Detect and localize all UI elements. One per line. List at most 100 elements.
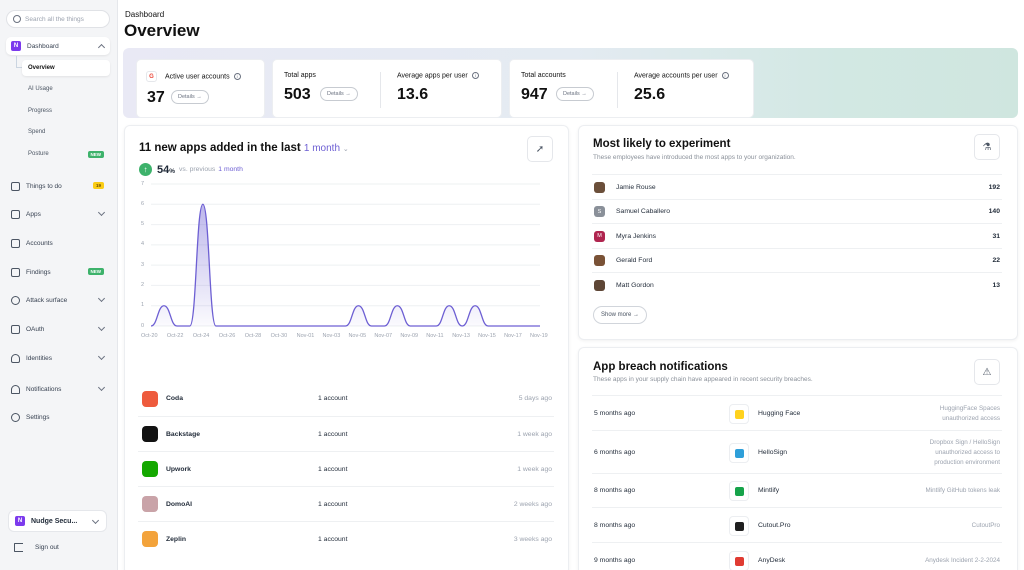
sidebar-item-label: OAuth <box>26 325 45 333</box>
sidebar-item-accounts[interactable]: Accounts <box>6 234 110 252</box>
x-tick-label: Nov-07 <box>374 333 393 339</box>
sidebar-item-label: Identities <box>26 354 53 362</box>
person-row[interactable]: Gerald Ford 22 <box>592 247 1002 273</box>
sidebar-sub-ai-usage[interactable]: AI Usage <box>22 81 110 97</box>
flask-icon-button[interactable]: ⚗ <box>974 134 1000 160</box>
x-tick-label: Nov-11 <box>426 333 444 339</box>
avatar <box>594 255 605 267</box>
app-added-when: 2 weeks ago <box>513 500 552 508</box>
x-tick-label: Nov-01 <box>296 333 315 339</box>
app-added-when: 1 week ago <box>517 430 552 438</box>
show-more-button[interactable]: Show more → <box>593 306 648 324</box>
stat-label: Total apps <box>284 72 316 79</box>
sidebar-item-things-to-do[interactable]: Things to do 19 <box>6 177 110 195</box>
app-added-when: 3 weeks ago <box>513 535 552 543</box>
checkbox-icon <box>11 181 20 191</box>
trend-icon-button[interactable]: ➚ <box>527 136 553 162</box>
panel-subtitle: These apps in your supply chain have app… <box>593 376 813 383</box>
details-button[interactable]: Details → <box>320 87 358 101</box>
x-tick-label: Nov-05 <box>348 333 367 339</box>
person-row[interactable]: Matt Gordon 13 <box>592 272 1002 297</box>
sidebar-item-oauth[interactable]: OAuth <box>6 320 110 338</box>
x-tick-label: Oct-20 <box>141 333 158 339</box>
flask-icon: ⚗ <box>982 141 992 153</box>
sidebar-item-identities[interactable]: Identities <box>6 349 110 367</box>
sign-out-icon <box>14 543 23 552</box>
sign-out-label: Sign out <box>35 544 59 551</box>
sidebar-sub-spend[interactable]: Spend <box>22 124 110 140</box>
person-name: Matt Gordon <box>616 281 654 289</box>
sign-out-button[interactable]: Sign out <box>14 543 59 552</box>
x-tick-label: Nov-15 <box>478 333 496 339</box>
sub-label: Progress <box>28 108 53 114</box>
breadcrumb[interactable]: Dashboard <box>125 10 165 19</box>
breach-row[interactable]: 6 months ago HelloSign Dropbox Sign / Hell… <box>592 430 1002 473</box>
info-icon: i <box>471 72 479 79</box>
app-accounts: 1 account <box>318 465 348 473</box>
app-row[interactable]: Backstage 1 account 1 week ago <box>138 416 554 451</box>
growth-unit: % <box>169 167 176 175</box>
person-icon <box>11 353 20 363</box>
period-dropdown[interactable]: 1 month ⌄ <box>303 143 349 154</box>
breach-description: HuggingFace Spaces unauthorized access <box>940 404 1000 424</box>
chevron-down-icon: ⌄ <box>342 146 349 153</box>
details-button[interactable]: Details → <box>556 87 594 101</box>
sidebar-item-apps[interactable]: Apps <box>6 205 110 223</box>
breach-desc-line: unauthorized access <box>942 414 1000 422</box>
sidebar-item-dashboard[interactable]: N Dashboard <box>6 37 110 55</box>
x-tick-label: Oct-30 <box>270 333 288 339</box>
org-switcher[interactable]: N Nudge Secu... <box>8 510 107 532</box>
arrow-up-icon: ↑ <box>139 163 152 176</box>
apps-icon <box>11 209 20 219</box>
sidebar-sub-posture[interactable]: Posture NEW <box>22 146 110 162</box>
person-row[interactable]: M Myra Jenkins 31 <box>592 223 1002 248</box>
breach-row[interactable]: 8 months ago Mintlify Mintlify GitHub toke… <box>592 473 1002 507</box>
breach-description: Anydesk Incident 2-2-2024 <box>925 556 1000 566</box>
y-tick-label: 7 <box>141 180 145 187</box>
breach-row[interactable]: 9 months ago AnyDesk Anydesk Incident 2-2-… <box>592 542 1002 570</box>
app-logo-icon <box>729 550 749 570</box>
divider <box>617 72 618 108</box>
sidebar-item-label: Apps <box>26 210 41 218</box>
x-tick-label: Oct-24 <box>192 333 210 339</box>
breach-row[interactable]: 8 months ago Cutout.Pro CutoutPro <box>592 507 1002 542</box>
sidebar: Search all the things N Dashboard Overvi… <box>0 0 118 570</box>
sidebar-item-settings[interactable]: Settings <box>6 408 110 426</box>
panel-title: 11 new apps added in the last 1 month ⌄ <box>139 142 349 154</box>
person-name: Myra Jenkins <box>616 232 657 240</box>
panel-subtitle: These employees have introduced the most… <box>593 154 796 161</box>
sidebar-item-findings[interactable]: Findings NEW <box>6 263 110 281</box>
person-row[interactable]: S Samuel Caballero 140 <box>592 198 1002 224</box>
breach-row[interactable]: 5 months ago Hugging Face HuggingFace Spac… <box>592 395 1002 430</box>
stat-card-apps: Total apps 503 Details → Average apps pe… <box>272 59 502 118</box>
app-logo-icon <box>729 515 749 536</box>
target-icon <box>11 295 20 305</box>
person-name: Samuel Caballero <box>616 208 671 216</box>
app-name: Zeplin <box>166 535 187 543</box>
person-row[interactable]: Jamie Rouse 192 <box>592 174 1002 199</box>
app-row[interactable]: Upwork 1 account 1 week ago <box>138 451 554 486</box>
sidebar-item-attack-surface[interactable]: Attack surface <box>6 291 110 309</box>
app-row[interactable]: DomoAI 1 account 2 weeks ago <box>138 486 554 521</box>
app-row[interactable]: Coda 1 account 5 days ago <box>138 381 554 416</box>
person-app-count: 31 <box>992 232 1000 240</box>
new-badge: NEW <box>87 151 104 158</box>
warning-icon-button[interactable]: ⚠ <box>974 359 1000 385</box>
sidebar-sub-progress[interactable]: Progress <box>22 103 110 119</box>
breach-description: CutoutPro <box>972 521 1000 531</box>
details-button[interactable]: Details → <box>171 90 209 104</box>
org-name: Nudge Secu... <box>31 517 78 525</box>
growth-value: 54 <box>157 163 170 176</box>
breach-when: 8 months ago <box>594 487 636 494</box>
sidebar-item-notifications[interactable]: Notifications <box>6 380 110 398</box>
warning-icon: ⚠ <box>982 366 992 378</box>
app-row[interactable]: Zeplin 1 account 3 weeks ago <box>138 521 554 556</box>
count-badge: 19 <box>92 182 104 189</box>
avatar <box>594 279 605 291</box>
new-badge: NEW <box>87 268 104 275</box>
person-app-count: 22 <box>992 257 1000 265</box>
stat-label: Average apps per user i <box>397 72 479 79</box>
search-input[interactable]: Search all the things <box>6 10 110 28</box>
sidebar-sub-overview[interactable]: Overview <box>22 60 110 76</box>
